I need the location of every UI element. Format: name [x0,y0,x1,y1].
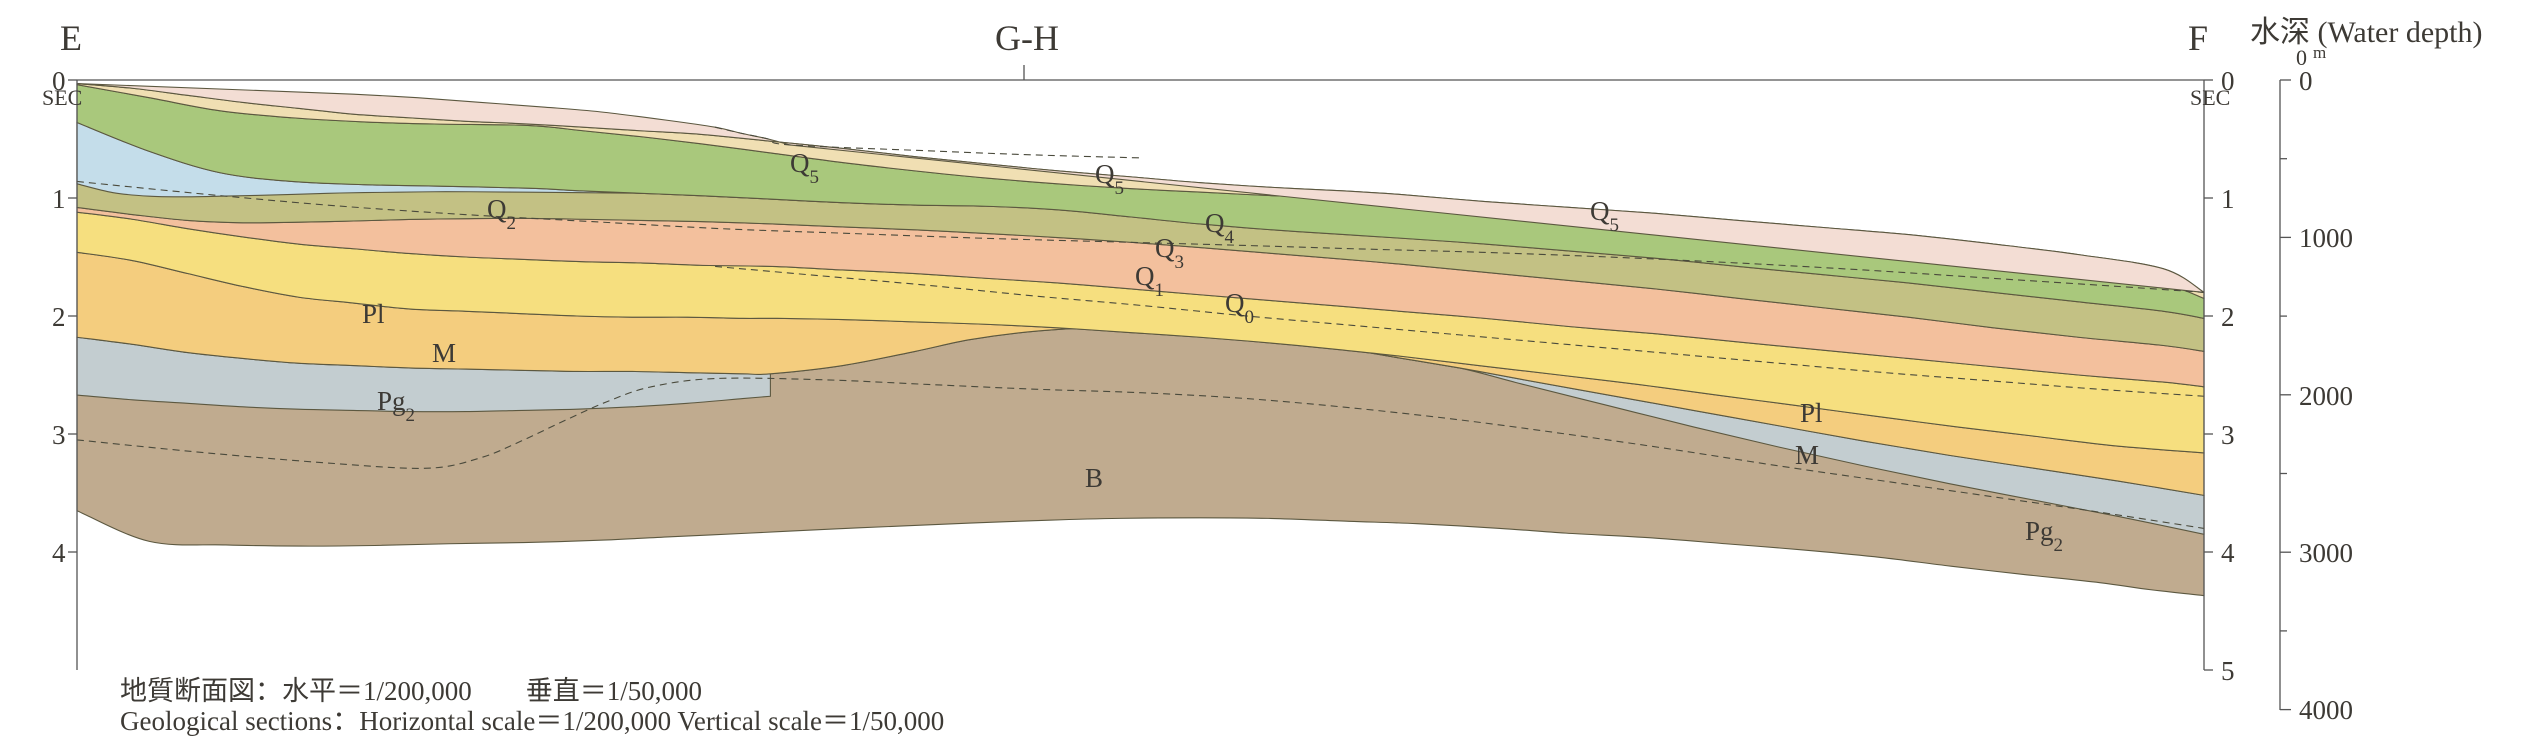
svg-text:3: 3 [52,420,66,450]
svg-text:Pl: Pl [362,299,385,329]
svg-text:地質断面図：水平＝1/200,000 垂直＝1/50,00: 地質断面図：水平＝1/200,000 垂直＝1/50,000 [120,676,702,706]
svg-text:F: F [2188,18,2208,58]
svg-text:M: M [432,338,456,368]
svg-text:水深 (Water depth): 水深 (Water depth) [2250,16,2483,49]
svg-text:G-H: G-H [995,18,1059,58]
svg-text:5: 5 [2221,656,2235,686]
svg-text:B: B [1085,463,1103,493]
svg-text:1: 1 [52,184,66,214]
svg-text:4: 4 [2221,538,2235,568]
svg-text:3000: 3000 [2299,538,2353,568]
svg-text:E: E [60,18,82,58]
svg-text:3: 3 [2221,420,2235,450]
svg-text:SEC: SEC [42,85,82,110]
svg-text:1000: 1000 [2299,223,2353,253]
svg-text:2: 2 [2221,302,2235,332]
svg-text:M: M [1795,440,1819,470]
svg-text:2: 2 [52,302,66,332]
svg-text:4: 4 [52,538,66,568]
svg-text:4000: 4000 [2299,695,2353,725]
svg-text:1: 1 [2221,184,2235,214]
svg-text:Geological sections：Horizontal: Geological sections：Horizontal scale＝1/2… [120,706,944,736]
svg-text:2000: 2000 [2299,381,2353,411]
svg-text:0: 0 [2299,66,2313,96]
svg-text:SEC: SEC [2190,85,2230,110]
svg-text:Pl: Pl [1800,398,1823,428]
